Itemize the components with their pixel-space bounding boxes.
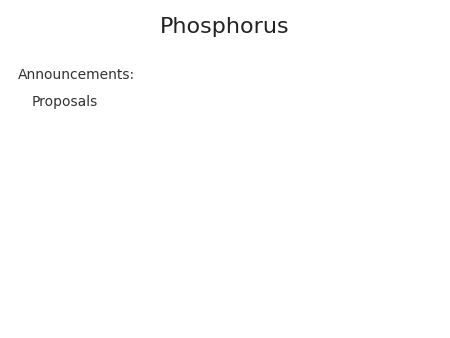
Text: Proposals: Proposals [32,95,98,108]
Text: Announcements:: Announcements: [18,68,135,81]
Text: Phosphorus: Phosphorus [160,17,290,37]
